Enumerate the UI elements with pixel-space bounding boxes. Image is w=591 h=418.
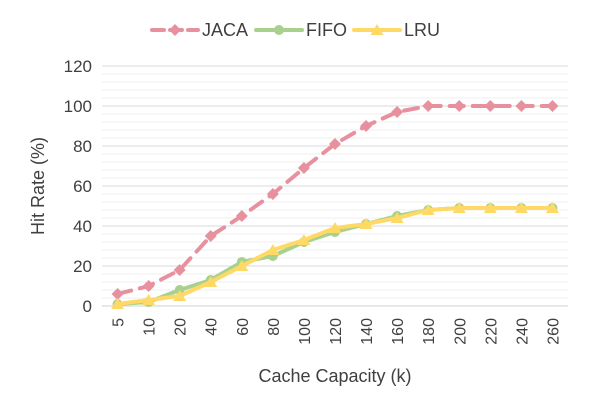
y-tick-label: 120: [64, 57, 92, 76]
data-point-lru: [142, 294, 156, 305]
x-tick-label: 140: [359, 318, 376, 345]
x-tick-label: 20: [173, 318, 190, 336]
legend-marker-jaca: [169, 24, 181, 36]
data-point-jaca: [484, 100, 497, 112]
data-point-lru: [235, 260, 249, 271]
data-point-jaca: [329, 138, 341, 150]
data-point-lru: [204, 276, 218, 287]
data-point-jaca: [360, 120, 373, 132]
data-point-lru: [514, 202, 528, 213]
data-point-jaca: [453, 100, 466, 112]
legend-item-jaca: JACA: [150, 20, 248, 40]
gridlines: [102, 65, 568, 299]
legend: JACA FIFO LRU: [150, 20, 440, 40]
data-point-lru: [173, 290, 187, 301]
data-point-lru: [266, 244, 280, 255]
y-tick-label: 20: [73, 257, 92, 276]
series-group: [111, 100, 559, 309]
data-point-lru: [111, 298, 125, 309]
y-axis-label: Hit Rate (%): [28, 137, 48, 235]
data-point-jaca: [515, 100, 528, 112]
y-tick-label: 0: [83, 297, 92, 316]
x-tick-label: 80: [266, 318, 283, 336]
y-tick-label: 100: [64, 97, 92, 116]
legend-label-lru: LRU: [404, 20, 440, 40]
data-point-lru: [359, 218, 373, 229]
x-tick-label: 260: [545, 318, 562, 345]
data-point-jaca: [546, 100, 559, 112]
x-tick-label: 200: [452, 318, 469, 345]
data-point-lru: [390, 212, 404, 223]
data-point-jaca: [422, 100, 435, 112]
legend-label-fifo: FIFO: [306, 20, 347, 40]
legend-item-lru: LRU: [352, 20, 440, 40]
x-tick-label: 220: [483, 318, 500, 345]
x-tick-label: 100: [297, 318, 314, 345]
x-tick-label: 40: [204, 318, 221, 336]
legend-marker-fifo: [274, 25, 284, 35]
series-lru: [111, 202, 559, 309]
legend-marker-lru: [370, 24, 384, 35]
axes: 0 20 40 60 80 100 120 5 10 20 40 60 80 100 120 140 160 18…: [64, 57, 568, 345]
data-point-lru: [545, 202, 559, 213]
y-tick-label: 60: [73, 177, 92, 196]
x-tick-label: 5: [111, 318, 128, 327]
data-point-jaca: [235, 210, 248, 222]
data-point-jaca: [142, 280, 155, 292]
data-point-jaca: [266, 188, 279, 200]
data-point-jaca: [111, 288, 124, 300]
x-tick-label: 60: [235, 318, 252, 336]
legend-label-jaca: JACA: [202, 20, 248, 40]
data-point-lru: [297, 234, 311, 245]
data-point-lru: [483, 202, 497, 213]
data-point-jaca: [297, 162, 310, 174]
data-point-jaca: [391, 106, 404, 118]
x-tick-label: 120: [328, 318, 345, 345]
x-tick-label: 10: [142, 318, 159, 336]
x-tick-label: 240: [514, 318, 531, 345]
data-point-lru: [328, 222, 342, 233]
data-point-jaca: [173, 264, 186, 276]
data-point-lru: [452, 202, 466, 213]
x-tick-label: 160: [390, 318, 407, 345]
x-tick-label: 180: [421, 318, 438, 345]
data-point-jaca: [204, 230, 217, 242]
legend-item-fifo: FIFO: [254, 20, 347, 40]
y-tick-label: 80: [73, 137, 92, 156]
series-jaca: [111, 100, 559, 300]
x-axis-label: Cache Capacity (k): [258, 366, 411, 386]
y-tick-label: 40: [73, 217, 92, 236]
data-point-lru: [421, 204, 435, 215]
